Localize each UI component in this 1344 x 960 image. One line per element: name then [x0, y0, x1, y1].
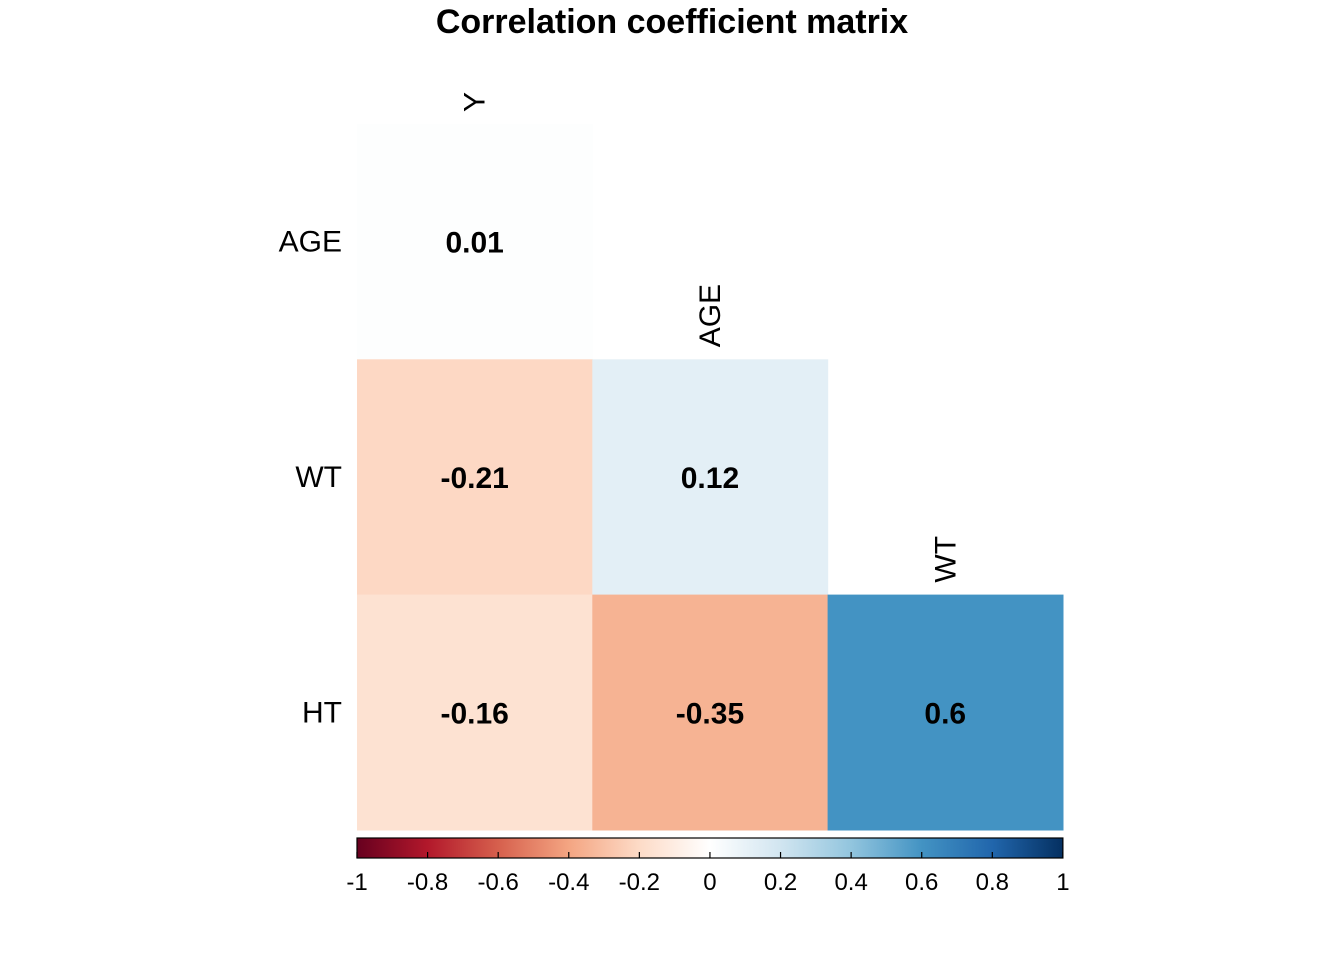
colorbar-tick-label: -1 [346, 869, 367, 896]
column-label-y: Y [459, 92, 492, 112]
colorbar-tick-label: -0.8 [407, 869, 448, 896]
row-label-wt: WT [295, 461, 342, 494]
cell-age-y [357, 124, 593, 360]
row-label-ht: HT [302, 696, 342, 729]
cell-ht-wt [827, 594, 1064, 831]
column-labels: Y AGE WT [459, 92, 963, 583]
colorbar-tick-label: 0.4 [834, 869, 867, 896]
cell-wt-y [357, 359, 593, 596]
colorbar-tick-label: 1 [1056, 869, 1069, 896]
cell-value-label: 0.6 [924, 697, 966, 730]
colorbar-tick-label: 0.8 [976, 869, 1009, 896]
colorbar-tick-label: -0.4 [548, 869, 589, 896]
colorbar-tick-label: -0.6 [478, 869, 519, 896]
cell-ht-age [592, 594, 829, 831]
colorbar: -1 -0.8 -0.6 -0.4 -0.2 0 0.2 0.4 0.6 0.8 1 [346, 837, 1070, 896]
row-labels: AGE WT HT [279, 226, 342, 730]
column-label-wt: WT [929, 536, 962, 583]
chart-title: Correlation coefficient matrix [436, 3, 908, 41]
colorbar-tick-label: 0.2 [764, 869, 797, 896]
cell-value-label: -0.16 [440, 697, 508, 730]
colorbar-tick-label: 0 [703, 869, 716, 896]
heatmap-cells [357, 124, 1064, 831]
cell-value-label: -0.21 [440, 462, 508, 495]
cell-wt-age [592, 359, 829, 596]
column-label-age: AGE [694, 284, 727, 347]
cell-value-label: -0.35 [676, 697, 744, 730]
colorbar-tick-label: -0.2 [619, 869, 660, 896]
cell-ht-y [357, 594, 593, 831]
colorbar-tick-label: 0.6 [905, 869, 938, 896]
cell-value-labels: 0.01 -0.21 0.12 -0.16 -0.35 0.6 [440, 227, 966, 731]
cell-value-label: 0.12 [681, 462, 739, 495]
row-label-age: AGE [279, 226, 342, 259]
cell-value-label: 0.01 [445, 227, 503, 260]
